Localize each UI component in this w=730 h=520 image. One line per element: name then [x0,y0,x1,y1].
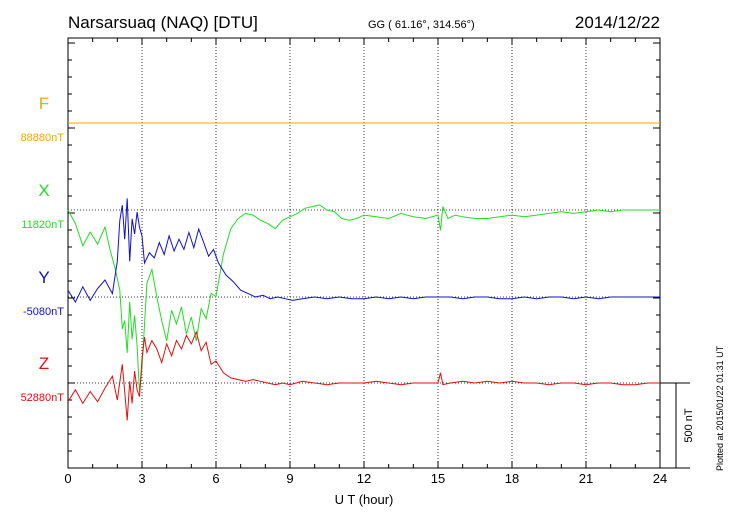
baseline-value-x: 11820nT [21,219,64,231]
x-tick-label: 0 [64,471,71,486]
component-labels: F 88880nT X 11820nT Y -5080nT Z 52880nT [21,94,65,404]
trace-z [67,330,660,421]
x-tick-labels: 0 3 6 9 12 15 18 21 24 [64,471,667,486]
x-tick-label: 18 [505,471,519,486]
trace-y [67,198,660,304]
scale-bar-label: 500 nT [683,408,695,443]
axis-ticks [67,38,661,469]
x-tick-label: 24 [653,471,667,486]
x-tick-label: 15 [431,471,445,486]
component-traces [67,122,660,421]
plotted-timestamp: Plotted at 2015/01/22 01:31 UT [715,345,725,471]
station-title: Narsarsuaq (NAQ) [DTU] [68,13,258,32]
component-label-z: Z [39,354,49,373]
baseline-value-f: 88880nT [21,132,65,144]
component-label-f: F [39,94,49,113]
station-coordinates: GG ( 61.16°, 314.56°) [368,19,475,31]
trace-x [67,204,660,392]
x-tick-label: 6 [212,471,219,486]
scale-bar: 500 nT [660,382,695,469]
x-tick-label: 9 [286,471,293,486]
x-tick-label: 21 [579,471,593,486]
grid-lines [141,38,587,468]
plot-frame [67,37,661,469]
x-axis-label: U T (hour) [335,492,394,507]
x-tick-label: 3 [138,471,145,486]
chart-date: 2014/12/22 [575,13,660,32]
baseline-value-y: -5080nT [23,306,64,318]
x-tick-label: 12 [357,471,371,486]
baseline-value-z: 52880nT [21,392,65,404]
component-label-x: X [38,181,49,200]
component-label-y: Y [38,268,49,287]
